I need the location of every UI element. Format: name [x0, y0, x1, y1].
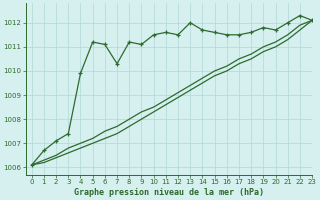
X-axis label: Graphe pression niveau de la mer (hPa): Graphe pression niveau de la mer (hPa): [74, 188, 264, 197]
